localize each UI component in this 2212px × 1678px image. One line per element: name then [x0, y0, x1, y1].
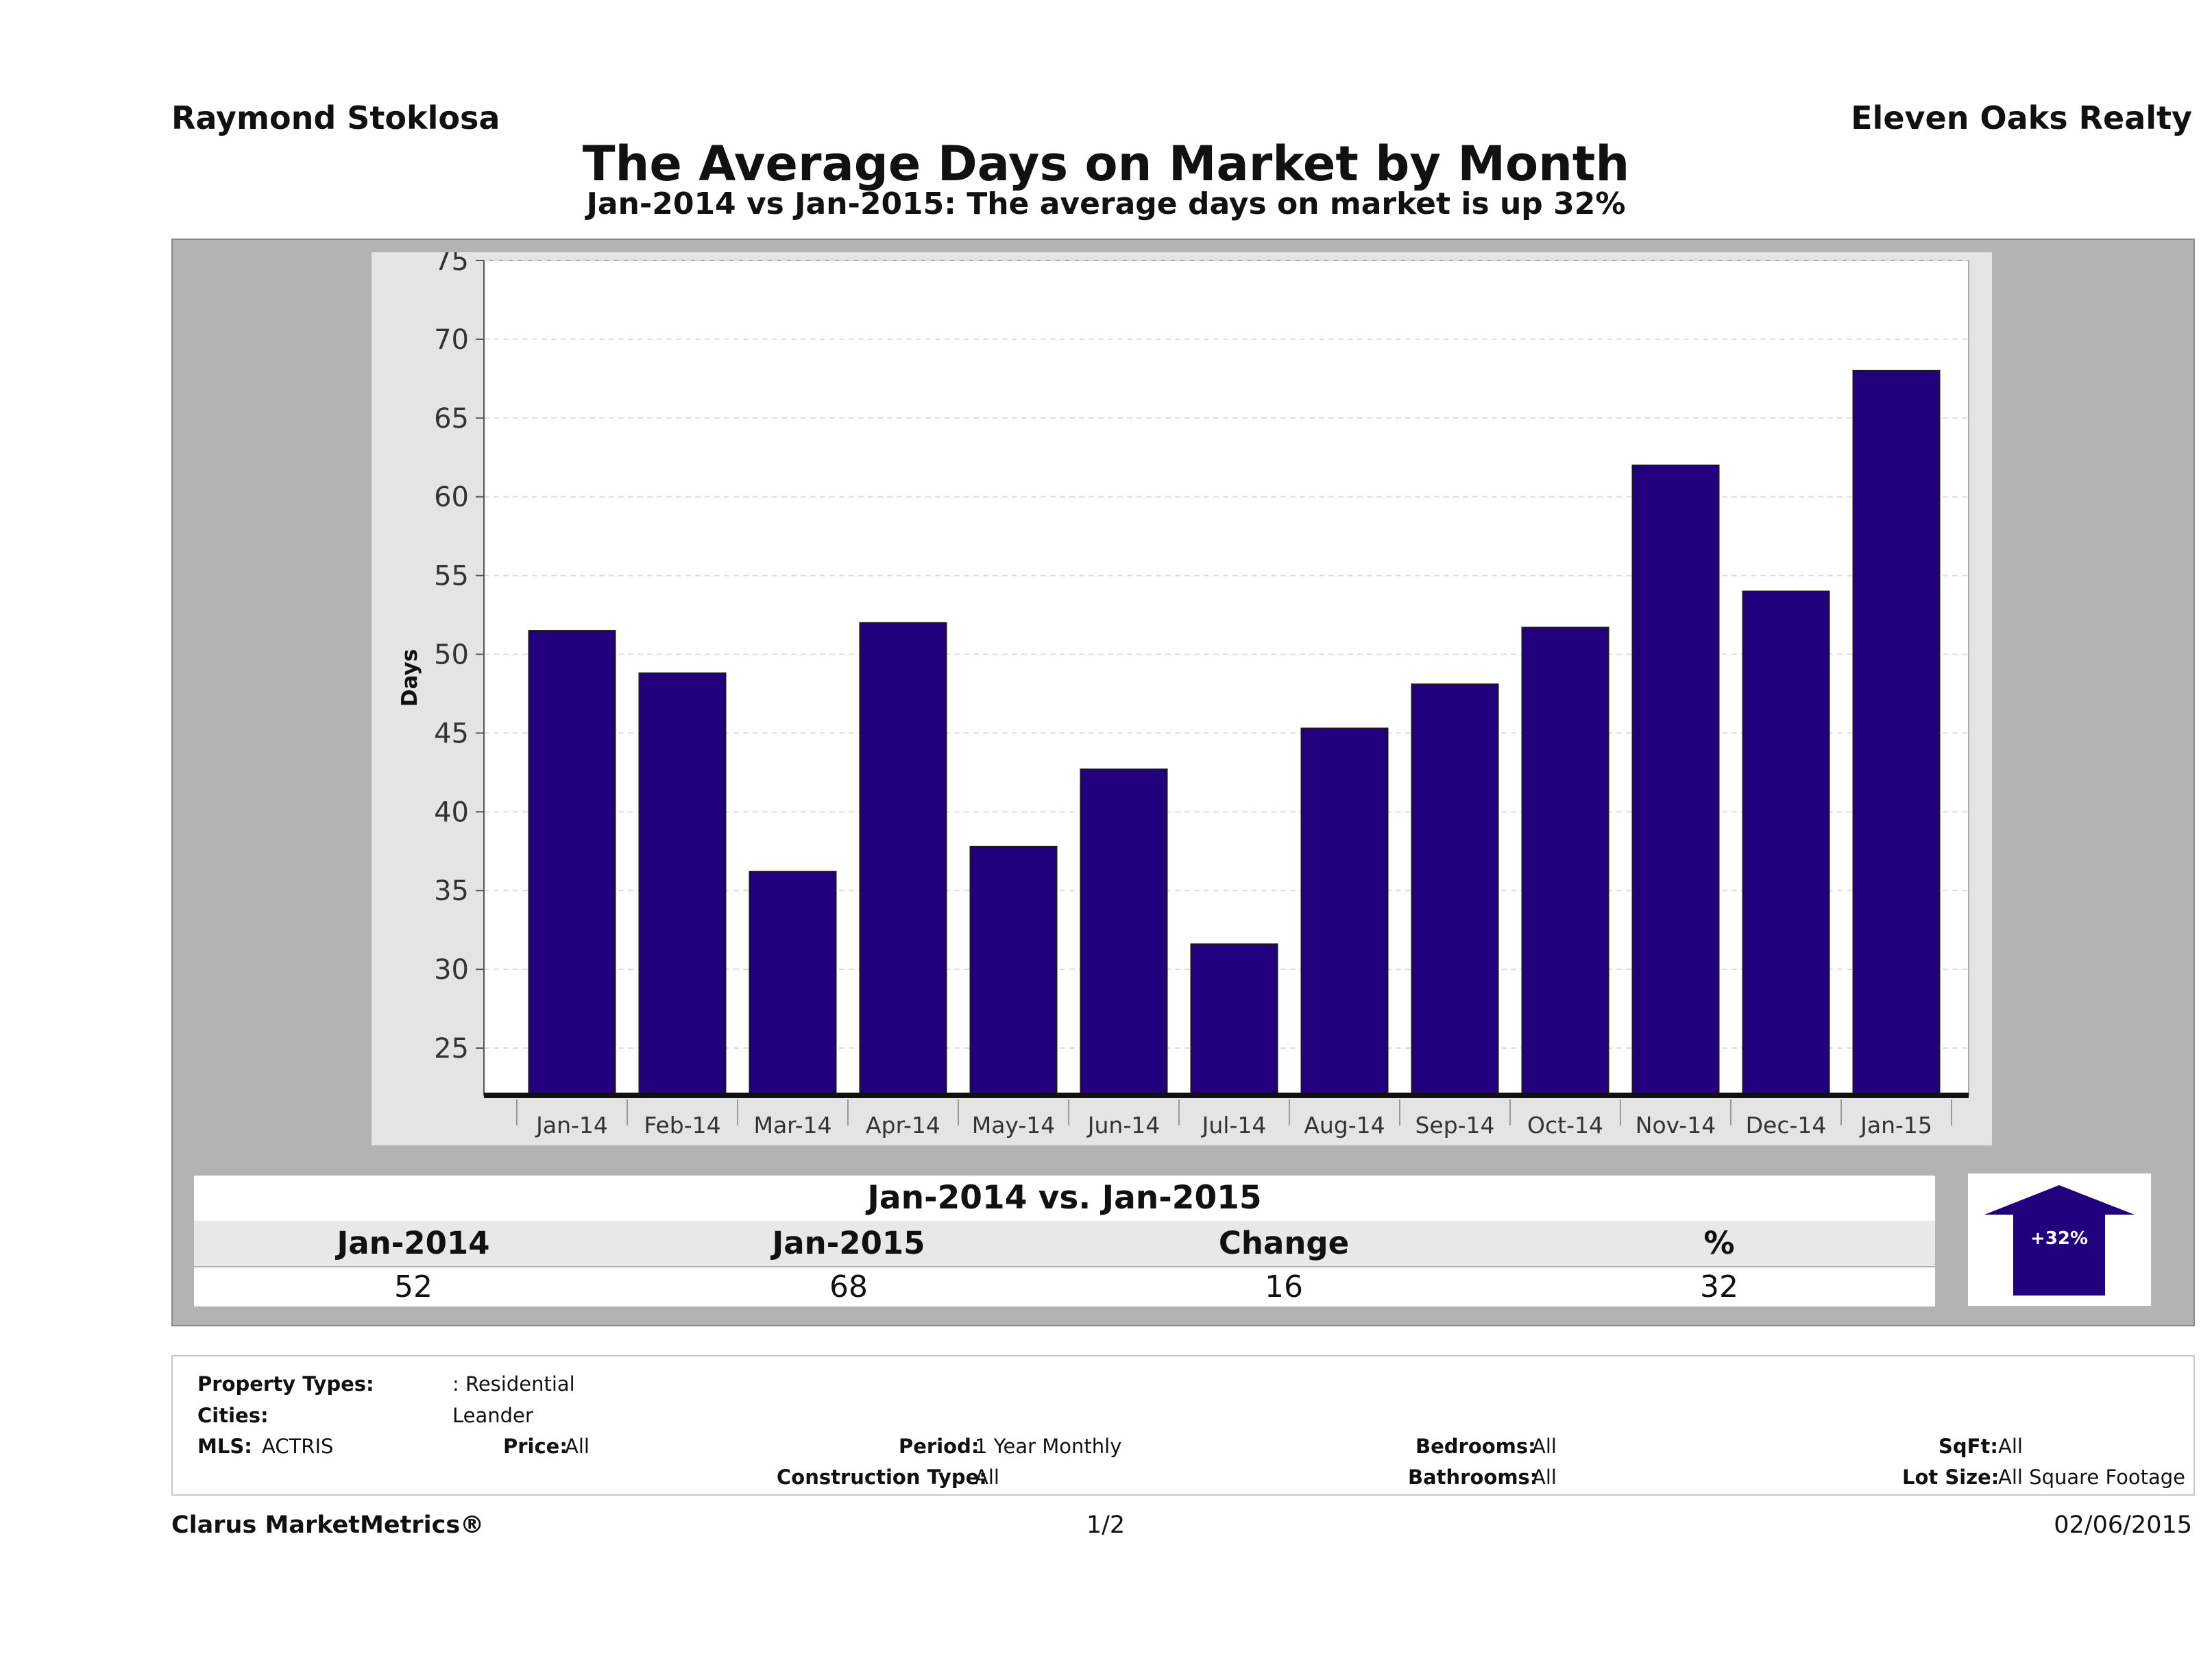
- y-tick-label: 25: [434, 1033, 469, 1065]
- x-tick-label: Apr-14: [866, 1112, 940, 1139]
- lot-size-value: All Square Footage: [1998, 1466, 2186, 1489]
- cities-label: Cities:: [197, 1404, 269, 1427]
- bar-jun-14: [1080, 768, 1168, 1097]
- bar-mar-14: [749, 871, 837, 1096]
- label-jan-2014: Jan-2014: [337, 1225, 490, 1261]
- bar-chart: 25 30 35 40 45 50 55 60 65 70 75 Days Jan-14 Feb-14 Ma…: [398, 252, 1969, 1139]
- cities-value: Leander: [452, 1404, 533, 1427]
- y-tick-label: 30: [434, 954, 469, 986]
- y-axis-label: Days: [398, 649, 422, 707]
- plot-panel: 25 30 35 40 45 50 55 60 65 70 75 Days Jan-14 Feb-14 Ma…: [372, 252, 1992, 1145]
- x-tick-label: Feb-14: [644, 1112, 720, 1139]
- sqft-value: All: [1998, 1435, 2023, 1458]
- mls-label: MLS:: [197, 1435, 252, 1458]
- up-arrow-icon: [1984, 1185, 2135, 1296]
- value-jan-2015: 68: [829, 1269, 868, 1304]
- label-jan-2015: Jan-2015: [772, 1225, 925, 1261]
- y-tick-label: 40: [434, 797, 469, 828]
- trend-badge-label: +32%: [2030, 1228, 2088, 1249]
- x-tick-label: Aug-14: [1304, 1112, 1385, 1139]
- period-label: Period:: [899, 1435, 980, 1458]
- construction-type-label: Construction Type:: [777, 1466, 987, 1489]
- comparison-values-row: 52 68 16 32: [194, 1267, 1935, 1306]
- sqft-label: SqFt:: [1938, 1435, 1998, 1458]
- x-tick-label: Oct-14: [1527, 1112, 1603, 1139]
- label-change: Change: [1218, 1225, 1350, 1261]
- bathrooms-value: All: [1532, 1466, 1557, 1489]
- property-types-value: : Residential: [452, 1372, 575, 1396]
- trend-badge: +32%: [1968, 1174, 2151, 1306]
- x-tick-label: Jan-15: [1859, 1112, 1932, 1139]
- lot-size-label: Lot Size:: [1902, 1466, 2000, 1489]
- bar-jul-14: [1190, 943, 1278, 1096]
- x-tick-label: Jun-14: [1086, 1112, 1160, 1139]
- property-types-label: Property Types:: [197, 1372, 374, 1396]
- y-tick-label: 70: [434, 324, 469, 356]
- x-tick-label: Nov-14: [1636, 1112, 1716, 1139]
- bar-may-14: [969, 845, 1058, 1097]
- bar-dec-14: [1742, 590, 1830, 1096]
- bedrooms-value: All: [1532, 1435, 1557, 1458]
- label-percent: %: [1703, 1225, 1735, 1261]
- agent-name: Raymond Stoklosa: [171, 99, 500, 136]
- chart-title: The Average Days on Market by Month: [582, 136, 1630, 192]
- y-tick-label: 65: [434, 403, 469, 435]
- x-tick-label: Jul-14: [1201, 1112, 1267, 1139]
- x-tick-label: Jan-14: [535, 1112, 608, 1139]
- construction-type-value: All: [975, 1466, 999, 1489]
- bar-nov-14: [1631, 464, 1720, 1097]
- bar-jan-14: [528, 630, 616, 1096]
- value-jan-2014: 52: [394, 1269, 433, 1304]
- x-tick-label: Mar-14: [753, 1112, 831, 1139]
- bar-feb-14: [638, 672, 727, 1096]
- value-percent: 32: [1700, 1269, 1738, 1304]
- price-value: All: [565, 1435, 590, 1458]
- company-name: Eleven Oaks Realty: [1851, 99, 2192, 136]
- footer-brand: Clarus MarketMetrics®: [171, 1511, 485, 1539]
- comparison-heading: Jan-2014 vs. Jan-2015: [194, 1176, 1935, 1221]
- x-tick-label: May-14: [972, 1112, 1056, 1139]
- value-change: 16: [1265, 1269, 1303, 1304]
- y-tick-label: 75: [434, 252, 469, 277]
- y-tick-label: 60: [434, 482, 469, 513]
- mls-value: ACTRIS: [262, 1435, 334, 1458]
- bar-apr-14: [859, 622, 947, 1096]
- y-tick-label: 50: [434, 640, 469, 671]
- chart-subtitle: Jan-2014 vs Jan-2015: The average days o…: [586, 186, 1626, 221]
- period-value: 1 Year Monthly: [975, 1435, 1122, 1458]
- bathrooms-label: Bathrooms:: [1408, 1466, 1538, 1489]
- x-tick-label: Sep-14: [1415, 1112, 1494, 1139]
- y-tick-label: 45: [434, 718, 469, 749]
- y-tick-label: 35: [434, 875, 469, 907]
- y-tick-label: 55: [434, 561, 469, 592]
- footer-date: 02/06/2015: [2054, 1511, 2192, 1539]
- bar-jan-15: [1852, 369, 1941, 1096]
- x-tick-label: Dec-14: [1746, 1112, 1827, 1139]
- bar-aug-14: [1300, 727, 1389, 1096]
- bedrooms-label: Bedrooms:: [1415, 1435, 1536, 1458]
- bar-oct-14: [1521, 627, 1609, 1096]
- price-label: Price:: [503, 1435, 568, 1458]
- footer-page: 1/2: [1086, 1511, 1126, 1539]
- comparison-labels-row: Jan-2014 Jan-2015 Change %: [194, 1221, 1935, 1266]
- bar-sep-14: [1411, 683, 1499, 1096]
- filter-panel: Property Types: : Residential Cities: Le…: [171, 1355, 2195, 1496]
